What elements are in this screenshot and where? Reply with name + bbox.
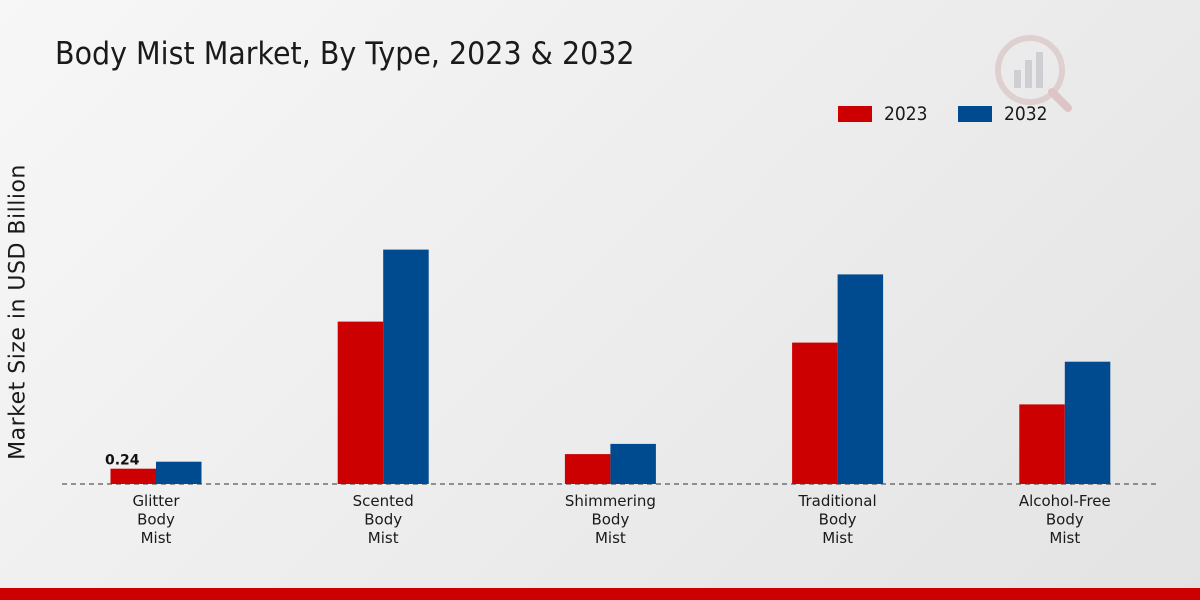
bottom-accent-bar	[0, 588, 1200, 600]
bar-2023-2	[564, 454, 611, 484]
x-tick-label-2: Shimmering Body Mist	[565, 492, 656, 547]
bar-2023-1	[337, 321, 384, 484]
data-label-0-0: 0.24	[105, 453, 140, 469]
bar-2032-2	[610, 443, 656, 484]
legend-swatch-2032	[958, 106, 992, 122]
bar-2032-1	[383, 249, 429, 484]
chart-title: Body Mist Market, By Type, 2023 & 2032	[55, 36, 635, 72]
legend-item-2032: 2032	[958, 103, 1052, 125]
legend-swatch-2023	[838, 106, 872, 122]
x-tick-label-1: Scented Body Mist	[353, 492, 414, 547]
bar-2032-0	[156, 461, 202, 484]
watermark-logo-icon	[995, 35, 1072, 112]
legend-label-2023: 2023	[884, 103, 928, 125]
legend-label-2032: 2032	[1004, 103, 1048, 125]
legend-item-2023: 2023	[838, 103, 932, 125]
bar-2023-3	[792, 342, 838, 484]
x-tick-label-0: Glitter Body Mist	[132, 492, 180, 547]
bar-2032-3	[837, 274, 884, 484]
x-tick-label-4: Alcohol-Free Body Mist	[1019, 492, 1111, 547]
bar-2023-4	[1019, 404, 1065, 484]
bar-2023-0	[110, 468, 156, 484]
x-tick-label-3: Traditional Body Mist	[798, 492, 877, 547]
bar-2032-4	[1064, 361, 1111, 484]
